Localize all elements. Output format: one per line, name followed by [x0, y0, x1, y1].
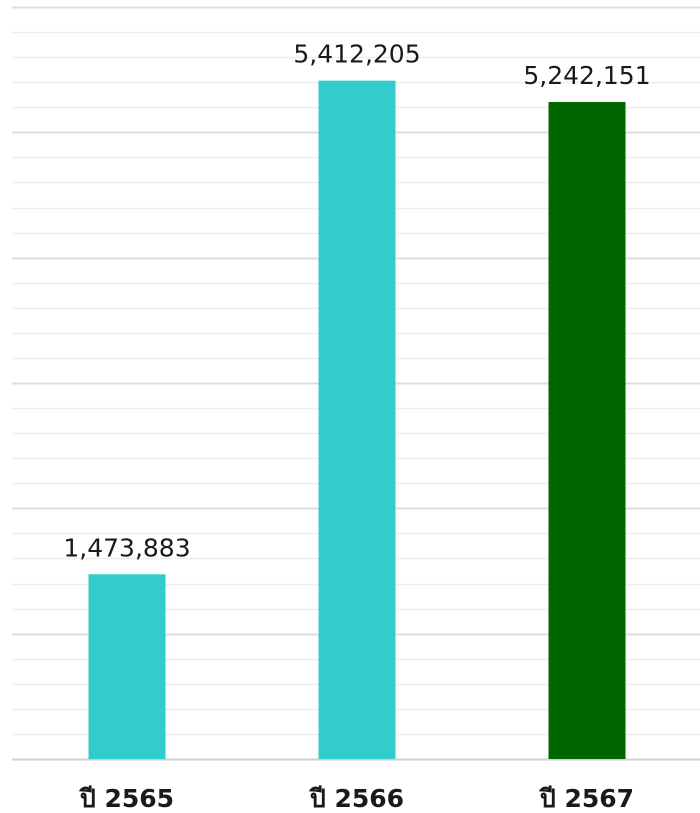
value-label-2: 5,412,205 — [293, 40, 420, 69]
x-tick-labels: ปี 2565 ปี 2566 ปี 2567 — [78, 784, 634, 813]
value-labels: 1,473,883 5,412,205 5,242,151 — [63, 40, 650, 563]
bar-3 — [548, 101, 626, 759]
x-tick-label-1: ปี 2565 — [78, 784, 174, 813]
value-label-1: 1,473,883 — [63, 533, 190, 562]
bars — [88, 80, 626, 760]
x-tick-label-3: ปี 2567 — [538, 784, 634, 813]
bar-1 — [88, 574, 166, 759]
value-label-3: 5,242,151 — [523, 61, 650, 90]
bar-2 — [318, 80, 396, 760]
x-tick-label-2: ปี 2566 — [308, 784, 404, 813]
